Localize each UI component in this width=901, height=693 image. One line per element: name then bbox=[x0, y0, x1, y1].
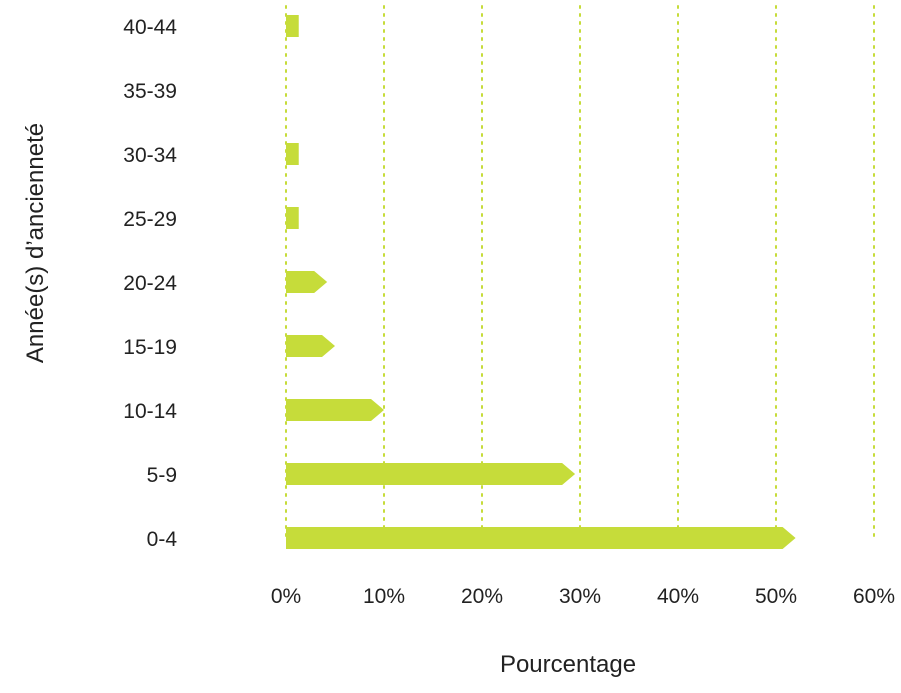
y-axis-title: Année(s) d’ancienneté bbox=[22, 123, 49, 363]
y-tick-label: 5-9 bbox=[147, 464, 177, 487]
x-tick-labels: 0% 10% 20% 30% 40% 50% 60% bbox=[271, 585, 895, 608]
y-tick-label: 0-4 bbox=[147, 528, 178, 551]
y-tick-labels: 0-4 5-9 10-14 15-19 20-24 25-29 30-34 35-39 40-4… bbox=[123, 16, 177, 551]
y-tick-label: 35-39 bbox=[123, 80, 177, 103]
bar-10-14 bbox=[286, 399, 384, 421]
bar-20-24 bbox=[286, 271, 328, 293]
y-tick-label: 15-19 bbox=[123, 336, 177, 359]
x-tick-label: 40% bbox=[657, 585, 699, 608]
y-tick-label: 40-44 bbox=[123, 16, 177, 39]
bar-0-4 bbox=[286, 527, 796, 549]
x-tick-label: 60% bbox=[853, 585, 895, 608]
y-tick-label: 10-14 bbox=[123, 400, 177, 423]
x-axis-title: Pourcentage bbox=[500, 651, 636, 678]
y-tick-label: 25-29 bbox=[123, 208, 177, 231]
y-tick-label: 20-24 bbox=[123, 272, 177, 295]
bar-40-44 bbox=[286, 15, 299, 37]
gridlines bbox=[285, 5, 875, 539]
y-tick-label: 30-34 bbox=[123, 144, 177, 167]
x-tick-label: 20% bbox=[461, 585, 503, 608]
x-tick-label: 0% bbox=[271, 585, 301, 608]
x-tick-label: 10% bbox=[363, 585, 405, 608]
bars bbox=[286, 15, 796, 549]
bar-30-34 bbox=[286, 143, 299, 165]
bar-25-29 bbox=[286, 207, 299, 229]
x-tick-label: 30% bbox=[559, 585, 601, 608]
bar-5-9 bbox=[286, 463, 576, 485]
x-tick-label: 50% bbox=[755, 585, 797, 608]
bar-15-19 bbox=[286, 335, 335, 357]
